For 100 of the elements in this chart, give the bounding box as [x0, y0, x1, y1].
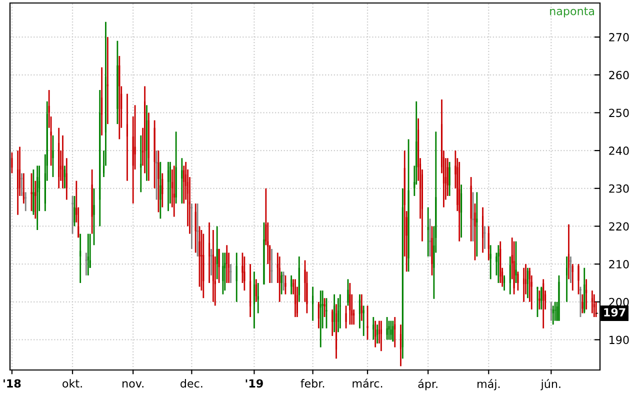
candlestick [526, 267, 528, 299]
candlestick [253, 270, 255, 330]
candlestick [11, 152, 13, 174]
candlestick [158, 150, 160, 213]
candlestick [154, 120, 156, 190]
candlestick [362, 304, 364, 337]
candlestick [118, 55, 120, 140]
candlestick [386, 316, 388, 340]
candlestick [218, 248, 220, 284]
candlestick [257, 282, 259, 314]
candlestick [572, 263, 574, 292]
candlestick [345, 304, 347, 330]
candlestick [568, 224, 570, 280]
candlestick [503, 274, 506, 292]
candlestick [400, 324, 402, 367]
candlestick [446, 157, 448, 197]
candlestick [17, 150, 19, 216]
candlestick [91, 168, 93, 234]
y-tick-label: 240 [609, 146, 629, 155]
y-tick-label: 220 [609, 222, 629, 231]
candlestick [498, 244, 500, 284]
y-tick-label: 260 [609, 70, 629, 80]
candlestick [578, 263, 580, 296]
candlestick [34, 180, 36, 220]
candlestick [160, 161, 162, 220]
candlestick [208, 222, 210, 284]
x-tick-label: febr. [300, 379, 324, 388]
chart-subtitle: naponta [550, 7, 594, 18]
x-tick-label: máj. [478, 379, 500, 390]
candlestick [460, 184, 462, 238]
candlestick [339, 294, 341, 330]
candlestick [290, 274, 292, 296]
candlestick [173, 164, 175, 218]
x-tick-label: nov. [122, 381, 144, 388]
candlestick [294, 278, 296, 318]
candlestick [482, 206, 484, 254]
candlestick [298, 256, 300, 303]
candlestick [212, 229, 214, 303]
y-tick-label: 230 [609, 184, 629, 193]
candlestick [394, 316, 396, 348]
candlestick [380, 320, 382, 352]
candlestick [202, 233, 204, 299]
candlestick [198, 226, 200, 288]
candlestick [566, 256, 568, 303]
candlestick [500, 240, 502, 284]
candlestick [126, 93, 128, 182]
candlestick [427, 206, 429, 258]
candlestick [558, 274, 560, 322]
candlestick [87, 233, 89, 276]
candlestick [517, 270, 519, 292]
candlestick [388, 320, 390, 340]
candlestick [74, 195, 76, 227]
candlestick [32, 168, 34, 216]
candlestick [320, 290, 322, 348]
candlestick [513, 240, 515, 296]
candlestick [358, 294, 360, 330]
candlestick [334, 294, 336, 333]
candlestick [181, 157, 183, 204]
candlestick [76, 180, 78, 224]
candlestick [540, 286, 542, 310]
candlestick [324, 297, 326, 318]
candlestick [318, 301, 320, 330]
x-tick-label: '19 [246, 379, 263, 388]
candlestick [458, 161, 460, 242]
candlestick [372, 316, 374, 340]
candlestick [167, 161, 170, 212]
candlestick [474, 202, 476, 261]
candlestick [408, 138, 410, 272]
candlestick [30, 172, 32, 212]
candlestick [93, 188, 95, 246]
candlestick [390, 320, 392, 340]
candlestick [326, 297, 328, 330]
candlestick [360, 294, 362, 322]
candlestick [216, 226, 218, 280]
x-tick-label: jún. [540, 379, 560, 390]
candlestick [263, 222, 265, 286]
candlestick [392, 320, 394, 342]
candlestick [194, 202, 196, 254]
y-tick-label: 210 [609, 260, 629, 268]
y-tick-label: 270 [609, 33, 629, 42]
candlestick [284, 274, 286, 296]
candlestick [470, 176, 472, 242]
candlestick [536, 286, 538, 318]
candlestick [509, 256, 511, 296]
candlestick [22, 172, 24, 204]
candlestick [62, 134, 64, 190]
candlestick [80, 233, 82, 284]
candlestick [224, 252, 226, 292]
x-tick-label: márc. [352, 378, 382, 388]
y-tick-label: 250 [609, 108, 629, 118]
candlestick [116, 40, 118, 125]
candlestick [175, 130, 177, 204]
candlestick [222, 252, 224, 296]
candlestick [402, 188, 404, 360]
candlestick [349, 282, 351, 326]
candlestick [542, 278, 544, 330]
candlestick [101, 66, 103, 136]
candlestick [255, 278, 257, 303]
candlestick [488, 226, 490, 261]
candlestick [332, 308, 334, 337]
